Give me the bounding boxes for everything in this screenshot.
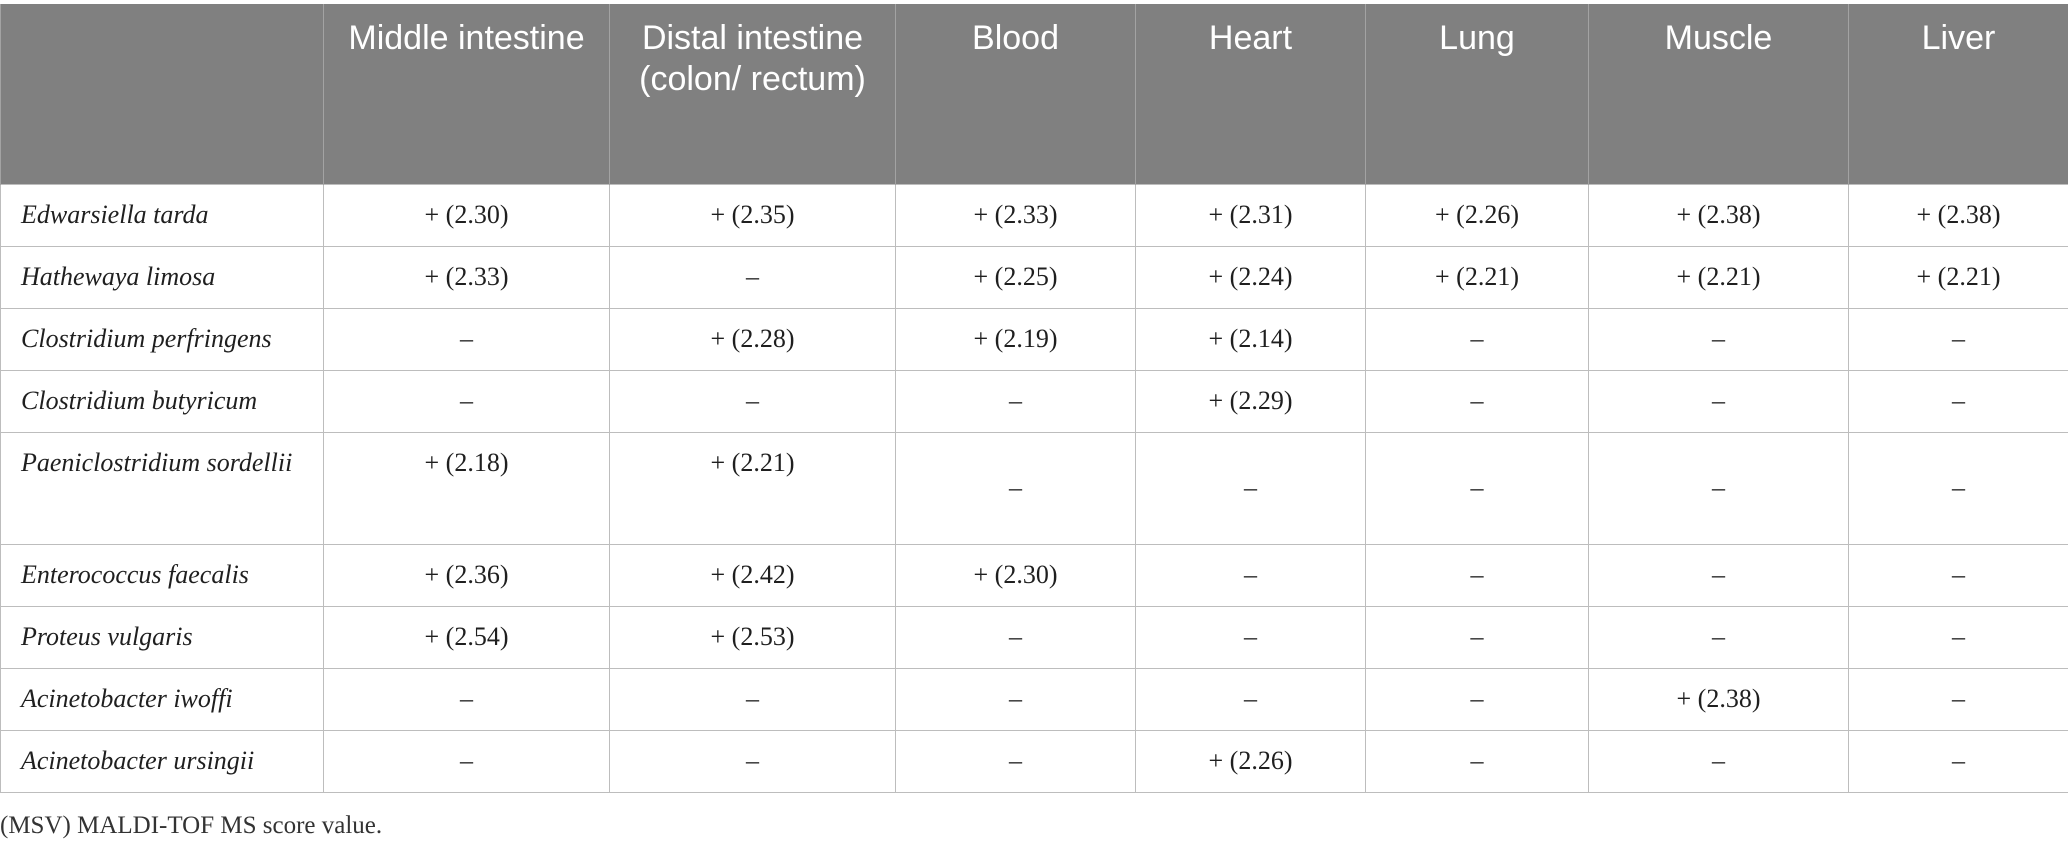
table-cell: + (2.42) — [609, 543, 896, 607]
results-table: Middle intestine Distal intestine (colon… — [0, 4, 2068, 793]
header-cell-heart: Heart — [1135, 4, 1366, 184]
table-cell: + (2.30) — [895, 543, 1136, 607]
table-cell: – — [1588, 369, 1849, 433]
table-cell: – — [895, 729, 1136, 793]
table-cell: – — [1588, 729, 1849, 793]
table-cell: + (2.33) — [323, 245, 610, 309]
table-header: Middle intestine Distal intestine (colon… — [0, 4, 2068, 184]
table-cell: – — [1365, 543, 1589, 607]
table-cell: – — [1365, 431, 1589, 545]
header-cell-middle-intestine: Middle intestine — [323, 4, 610, 184]
table-cell: + (2.21) — [609, 431, 896, 545]
table-cell: – — [1365, 729, 1589, 793]
species-name: Clostridium perfringens — [0, 307, 324, 371]
table-cell: – — [1135, 605, 1366, 669]
table-cell: – — [1848, 605, 2068, 669]
table-cell: + (2.21) — [1848, 245, 2068, 309]
header-cell-blood: Blood — [895, 4, 1136, 184]
table-cell: – — [1135, 543, 1366, 607]
table-cell: + (2.53) — [609, 605, 896, 669]
table-cell: + (2.29) — [1135, 369, 1366, 433]
table-cell: + (2.18) — [323, 431, 610, 545]
table-cell: – — [1588, 543, 1849, 607]
species-name: Acinetobacter iwoffi — [0, 667, 324, 731]
table-cell: – — [609, 667, 896, 731]
species-name: Paeniclostridium sordellii — [0, 431, 324, 545]
table-cell: – — [1848, 543, 2068, 607]
table-cell: – — [1135, 431, 1366, 545]
table-cell: + (2.54) — [323, 605, 610, 669]
table-cell: – — [323, 307, 610, 371]
table-cell: + (2.38) — [1848, 183, 2068, 247]
table-row: Clostridium perfringens – + (2.28) + (2.… — [0, 307, 2068, 371]
header-cell-liver: Liver — [1848, 4, 2068, 184]
table-cell: – — [895, 667, 1136, 731]
table-cell: + (2.21) — [1365, 245, 1589, 309]
header-row: Middle intestine Distal intestine (colon… — [0, 4, 2068, 184]
table-cell: – — [1365, 369, 1589, 433]
header-cell-lung: Lung — [1365, 4, 1589, 184]
table-cell: + (2.38) — [1588, 667, 1849, 731]
table-row: Edwarsiella tarda + (2.30) + (2.35) + (2… — [0, 183, 2068, 247]
header-cell-muscle: Muscle — [1588, 4, 1849, 184]
table-cell: + (2.28) — [609, 307, 896, 371]
table-row: Hathewaya limosa + (2.33) – + (2.25) + (… — [0, 245, 2068, 309]
table-cell: – — [609, 369, 896, 433]
table-cell: + (2.35) — [609, 183, 896, 247]
species-name: Acinetobacter ursingii — [0, 729, 324, 793]
table-cell: – — [1365, 667, 1589, 731]
table-cell: – — [895, 369, 1136, 433]
table-cell: – — [1848, 431, 2068, 545]
table-cell: – — [1848, 307, 2068, 371]
table-cell: – — [1365, 605, 1589, 669]
table-cell: – — [323, 369, 610, 433]
table-cell: + (2.31) — [1135, 183, 1366, 247]
species-name: Enterococcus faecalis — [0, 543, 324, 607]
table-cell: – — [1848, 369, 2068, 433]
table-cell: – — [895, 431, 1136, 545]
table-cell: – — [323, 729, 610, 793]
table-cell: – — [1848, 729, 2068, 793]
table-cell: + (2.14) — [1135, 307, 1366, 371]
table-cell: – — [895, 605, 1136, 669]
table-cell: – — [1588, 431, 1849, 545]
table-cell: – — [1588, 307, 1849, 371]
table-cell: + (2.24) — [1135, 245, 1366, 309]
table-cell: + (2.30) — [323, 183, 610, 247]
table-cell: + (2.19) — [895, 307, 1136, 371]
table-cell: + (2.26) — [1135, 729, 1366, 793]
species-name: Clostridium butyricum — [0, 369, 324, 433]
table-row: Proteus vulgaris + (2.54) + (2.53) – – –… — [0, 605, 2068, 669]
species-name: Proteus vulgaris — [0, 605, 324, 669]
table-row: Enterococcus faecalis + (2.36) + (2.42) … — [0, 543, 2068, 607]
table-cell: + (2.26) — [1365, 183, 1589, 247]
table-cell: + (2.25) — [895, 245, 1136, 309]
table-cell: – — [1588, 605, 1849, 669]
table-cell: – — [323, 667, 610, 731]
table-cell: – — [609, 729, 896, 793]
table-row: Acinetobacter ursingii – – – + (2.26) – … — [0, 729, 2068, 793]
table-row: Acinetobacter iwoffi – – – – – + (2.38) … — [0, 667, 2068, 731]
table-row: Clostridium butyricum – – – + (2.29) – –… — [0, 369, 2068, 433]
header-cell-species — [0, 4, 324, 184]
table-row: Paeniclostridium sordellii + (2.18) + (2… — [0, 431, 2068, 545]
table-cell: – — [1135, 667, 1366, 731]
table-cell: – — [1365, 307, 1589, 371]
table-cell: + (2.38) — [1588, 183, 1849, 247]
table-cell: + (2.36) — [323, 543, 610, 607]
table-cell: – — [609, 245, 896, 309]
species-name: Hathewaya limosa — [0, 245, 324, 309]
header-cell-distal-intestine: Distal intestine (colon/ rectum) — [609, 4, 896, 184]
table-footnote: (MSV) MALDI-TOF MS score value. — [0, 812, 383, 839]
table-cell: + (2.21) — [1588, 245, 1849, 309]
table-cell: – — [1848, 667, 2068, 731]
table-cell: + (2.33) — [895, 183, 1136, 247]
table-body: Edwarsiella tarda + (2.30) + (2.35) + (2… — [0, 183, 2068, 793]
species-name: Edwarsiella tarda — [0, 183, 324, 247]
